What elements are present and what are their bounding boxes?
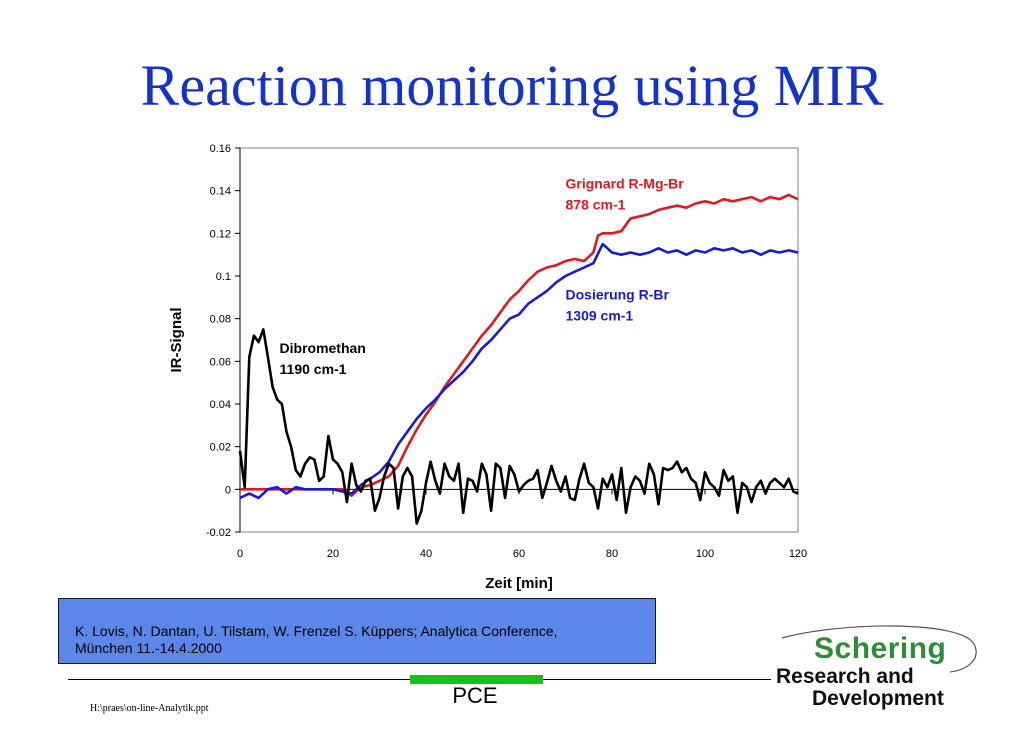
annotation-dibromethan: Dibromethan	[280, 340, 366, 356]
chart-series	[238, 193, 799, 525]
x-tick-label: 120	[789, 548, 807, 560]
y-tick-label: 0.02	[210, 442, 231, 454]
x-axis-title: Zeit [min]	[485, 575, 553, 592]
logo-brand: Schering	[814, 632, 947, 665]
y-tick-label: 0.14	[210, 186, 231, 198]
y-tick-label: 0.04	[210, 399, 231, 411]
y-tick-label: 0.08	[210, 314, 231, 326]
file-path: H:\praes\on-line-Analytik.ppt	[90, 703, 209, 714]
y-tick-label: 0.1	[216, 271, 231, 283]
annotation-dibromethan: 1190 cm-1	[280, 361, 347, 377]
annotation-dosierung: Dosierung R-Br	[566, 286, 670, 302]
reference-line-2: München 11.-14.4.2000	[75, 640, 222, 656]
y-tick-label: 0.06	[210, 356, 231, 368]
annotation-grignard: 878 cm-1	[566, 197, 626, 213]
company-logo: Schering Research and Development	[770, 622, 990, 717]
y-tick-label: -0.02	[206, 527, 231, 539]
y-tick-label: 0.16	[210, 143, 231, 155]
x-tick-label: 100	[696, 548, 714, 560]
logo-subtitle-1: Research and	[776, 665, 914, 688]
reference-line-1: K. Lovis, N. Dantan, U. Tilstam, W. Fren…	[75, 623, 558, 639]
logo-subtitle-2: Development	[812, 687, 944, 710]
x-tick-label: 0	[237, 548, 243, 560]
y-tick-label: 0.12	[210, 228, 231, 240]
annotation-dosierung: 1309 cm-1	[566, 307, 634, 323]
logo-swoosh-icon	[781, 625, 977, 673]
footer-divider-left	[68, 679, 410, 680]
reference-text: K. Lovis, N. Dantan, U. Tilstam, W. Fren…	[75, 623, 645, 657]
series-line-dibromethan	[238, 327, 799, 525]
chart-axes: -0.02 0 0.02 0.04 0.06 0.08 0.1 0.12 0.14 0.16 0 20…	[168, 143, 807, 592]
x-tick-label: 20	[327, 548, 339, 560]
slide-title: Reaction monitoring using MIR	[140, 53, 884, 118]
footer-accent-bar	[410, 675, 543, 684]
x-tick-label: 60	[513, 548, 525, 560]
y-tick-label: 0	[225, 484, 231, 496]
series-line-grignard	[240, 193, 799, 498]
chart-annotations: Grignard R-Mg-Br 878 cm-1 Dosierung R-Br 13…	[280, 176, 685, 377]
line-chart: -0.02 0 0.02 0.04 0.06 0.08 0.1 0.12 0.14 0.16 0 20…	[168, 143, 807, 592]
annotation-grignard: Grignard R-Mg-Br	[566, 176, 685, 192]
footer-divider-right	[543, 679, 771, 680]
series-line-dosierung	[239, 242, 799, 500]
x-tick-label: 40	[420, 548, 432, 560]
footer-label: PCE	[452, 683, 498, 708]
x-tick-label: 80	[606, 548, 618, 560]
y-axis-title: IR-Signal	[168, 307, 185, 372]
reference-box: K. Lovis, N. Dantan, U. Tilstam, W. Fren…	[58, 598, 656, 664]
